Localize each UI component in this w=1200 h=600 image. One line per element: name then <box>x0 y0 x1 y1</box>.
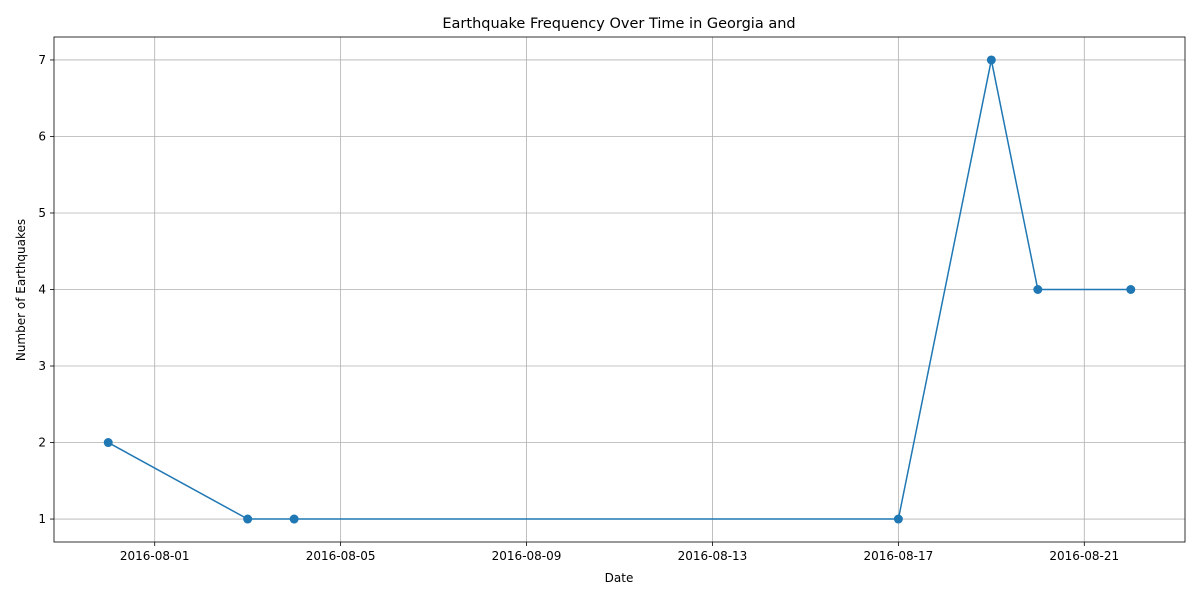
y-tick-label: 7 <box>38 53 46 67</box>
y-tick-label: 6 <box>38 129 46 143</box>
x-tick-label: 2016-08-09 <box>492 549 562 563</box>
x-tick-label: 2016-08-17 <box>864 549 934 563</box>
y-tick-label: 4 <box>38 283 46 297</box>
data-point <box>289 514 299 524</box>
y-axis-label: Number of Earthquakes <box>14 219 28 361</box>
x-tick-label: 2016-08-21 <box>1049 549 1119 563</box>
y-tick-label: 5 <box>38 206 46 220</box>
data-point <box>243 514 253 524</box>
data-point <box>893 514 903 524</box>
x-tick-label: 2016-08-05 <box>306 549 376 563</box>
data-point <box>1033 285 1043 294</box>
y-tick-label: 2 <box>38 436 46 450</box>
data-point <box>1126 285 1136 294</box>
data-point <box>986 55 996 65</box>
grid <box>54 37 1185 542</box>
chart-title: Earthquake Frequency Over Time in Georgi… <box>442 16 795 32</box>
data-point <box>103 438 113 448</box>
x-axis-label: Date <box>605 571 634 585</box>
x-tick-label: 2016-08-01 <box>120 549 190 563</box>
x-tick-label: 2016-08-13 <box>678 549 748 563</box>
y-tick-label: 3 <box>38 359 46 373</box>
y-tick-label: 1 <box>38 512 46 526</box>
series-layer <box>103 55 1136 524</box>
ticks: 2016-08-01 2016-08-05 2016-08-09 2016-08-13… <box>38 53 1119 563</box>
